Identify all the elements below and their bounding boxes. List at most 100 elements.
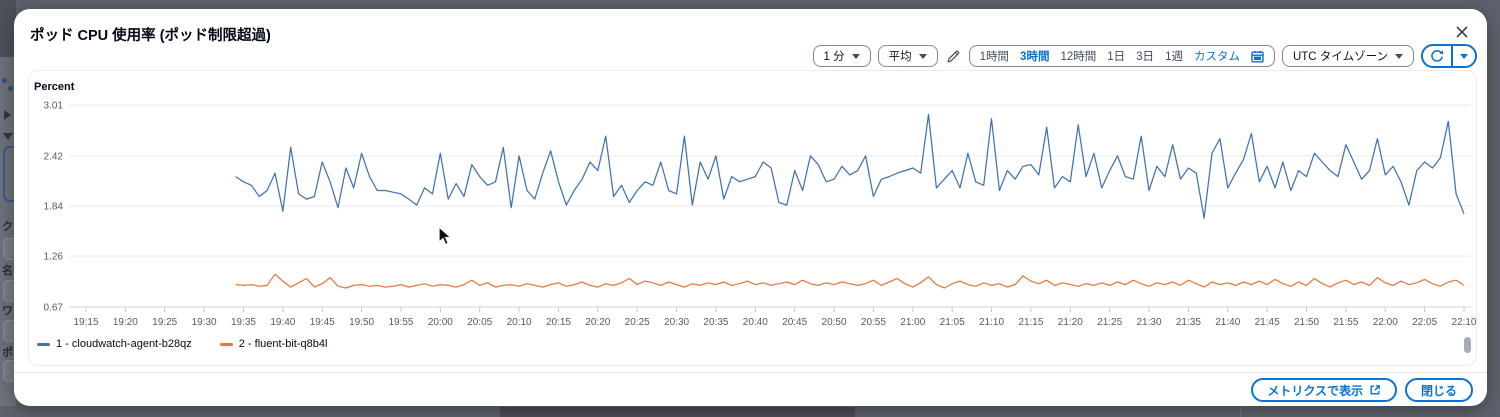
timezone-select[interactable]: UTC タイムゾーン	[1281, 45, 1414, 67]
collapsed-caret-icon	[4, 110, 11, 120]
x-tick-label: 22:05	[1412, 317, 1437, 328]
background-sidebar: ク 名 ワ ポ	[0, 0, 16, 417]
background-input	[3, 320, 16, 342]
chevron-down-icon	[1460, 53, 1468, 59]
range-3d[interactable]: 3日	[1136, 51, 1155, 63]
background-input	[3, 360, 16, 382]
legend-color-dash	[219, 342, 233, 346]
x-tick-label: 21:35	[1176, 317, 1201, 328]
statistic-select-value: 平均	[888, 51, 912, 63]
range-1w[interactable]: 1週	[1165, 51, 1183, 63]
refresh-split-button	[1421, 44, 1477, 68]
x-tick-label: 21:45	[1255, 317, 1280, 328]
chart-canvas[interactable]: Percent 3.01 2.42 1.84 1.26 0.67 19:15 19:20 19:…	[29, 71, 1478, 335]
legend-item[interactable]: 2 - fluent-bit-q8b4l	[219, 338, 328, 350]
range-12h[interactable]: 12時間	[1060, 51, 1097, 63]
y-tick-label: 0.67	[44, 303, 64, 314]
x-tick-label: 21:05	[940, 317, 965, 328]
x-tick-label: 22:00	[1373, 317, 1398, 328]
legend-color-dash	[37, 342, 50, 346]
x-tick-label: 21:20	[1058, 317, 1083, 328]
series-line-0	[235, 113, 1465, 219]
x-tick-label: 20:15	[546, 317, 571, 328]
x-tick-label: 20:10	[507, 317, 532, 328]
x-tick-label: 21:50	[1294, 317, 1319, 328]
x-tick-label: 21:10	[979, 317, 1004, 328]
x-tick-label: 20:25	[625, 317, 650, 328]
x-tick-label: 21:40	[1215, 317, 1240, 328]
edit-pencil-icon[interactable]	[945, 49, 962, 64]
range-custom-link[interactable]: カスタム	[1193, 51, 1240, 63]
x-tick-label: 20:45	[782, 317, 807, 328]
x-tick-label: 20:55	[861, 317, 886, 328]
chevron-down-icon	[918, 53, 927, 59]
close-button-label: 閉じる	[1420, 383, 1457, 398]
x-tick-label: 20:40	[743, 317, 768, 328]
y-tick-label: 2.42	[44, 151, 64, 162]
range-1h[interactable]: 1時間	[979, 51, 1010, 63]
x-tick-label: 19:40	[270, 317, 295, 328]
background-label: ポ	[2, 347, 13, 359]
background-input	[3, 280, 16, 302]
background-input	[3, 238, 16, 260]
mouse-cursor	[438, 226, 453, 246]
y-tick-label: 1.26	[44, 252, 64, 263]
dialog-title: ポッド CPU 使用率 (ポッド制限超過)	[30, 28, 271, 44]
x-tick-label: 21:25	[1097, 317, 1122, 328]
calendar-icon[interactable]	[1251, 50, 1264, 63]
x-tick-label: 20:35	[703, 317, 728, 328]
period-select[interactable]: 1 分	[812, 45, 871, 67]
expanded-caret-icon	[3, 133, 13, 140]
external-link-icon	[1370, 385, 1380, 395]
background-table-row	[500, 412, 855, 417]
close-button[interactable]: 閉じる	[1404, 378, 1473, 402]
background-label: ワ	[2, 305, 13, 317]
x-tick-label: 20:30	[664, 317, 689, 328]
background-table-row	[500, 407, 855, 412]
range-1d[interactable]: 1日	[1107, 51, 1126, 63]
chart-legend: 1 - cloudwatch-agent-b28qz 2 - fluent-bit…	[37, 338, 327, 350]
x-tick-label: 20:00	[428, 317, 453, 328]
legend-scrollbar[interactable]	[1464, 337, 1471, 353]
legend-label: 1 - cloudwatch-agent-b28qz	[56, 338, 192, 350]
period-select-value: 1 分	[823, 51, 845, 63]
legend-label: 2 - fluent-bit-q8b4l	[238, 338, 328, 350]
cluster-icon	[2, 78, 14, 92]
refresh-icon[interactable]	[1423, 46, 1451, 66]
footer-divider	[14, 372, 1487, 373]
x-tick-label: 19:15	[73, 317, 98, 328]
x-tick-label: 19:20	[113, 317, 138, 328]
time-range-group: 1時間 3時間 12時間 1日 3日 1週 カスタム	[968, 45, 1275, 67]
close-icon[interactable]	[1451, 21, 1473, 43]
legend-item[interactable]: 1 - cloudwatch-agent-b28qz	[37, 338, 192, 350]
button-divider	[1451, 46, 1453, 66]
series-line-1	[235, 273, 1465, 289]
x-tick-label: 19:45	[310, 317, 335, 328]
x-tick-label: 19:35	[231, 317, 256, 328]
chart-panel: Percent 3.01 2.42 1.84 1.26 0.67 19:15 19:20 19:…	[28, 70, 1477, 366]
background-selected-box	[3, 146, 16, 202]
metric-dialog: ポッド CPU 使用率 (ポッド制限超過) 1 分 平均 1時間 3時間 12時…	[14, 9, 1487, 406]
x-tick-label: 20:50	[822, 317, 847, 328]
range-3h[interactable]: 3時間	[1020, 51, 1050, 63]
background-header-strip	[0, 0, 16, 57]
x-tick-label: 21:30	[1137, 317, 1162, 328]
x-tick-label: 22:10	[1451, 317, 1476, 328]
x-tick-label: 19:55	[388, 317, 413, 328]
background-label: 名	[2, 265, 13, 277]
y-axis-title: Percent	[34, 81, 75, 93]
background-divider	[1240, 406, 1241, 417]
refresh-options-caret[interactable]	[1453, 46, 1475, 66]
view-in-metrics-button[interactable]: メトリクスで表示	[1251, 378, 1397, 402]
footer-actions: メトリクスで表示 閉じる	[1251, 378, 1473, 402]
y-tick-label: 3.01	[44, 101, 64, 112]
chevron-down-icon	[851, 53, 860, 59]
x-tick-label: 21:00	[900, 317, 925, 328]
x-tick-label: 21:15	[1018, 317, 1043, 328]
x-tick-label: 19:30	[192, 317, 217, 328]
x-tick-label: 19:25	[152, 317, 177, 328]
background-label: ク	[2, 221, 13, 233]
statistic-select[interactable]: 平均	[877, 45, 938, 67]
chart-toolbar: 1 分 平均 1時間 3時間 12時間 1日 3日 1週 カスタム	[812, 44, 1477, 68]
x-tick-label: 19:50	[349, 317, 374, 328]
